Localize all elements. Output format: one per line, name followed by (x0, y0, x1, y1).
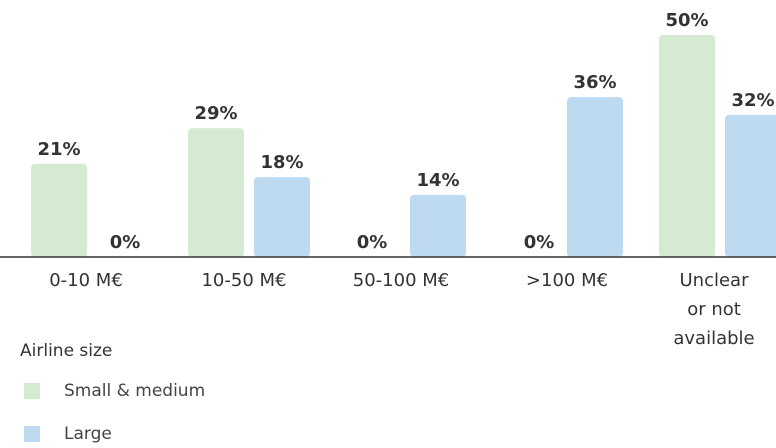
category-label: >100 M€ (526, 270, 608, 291)
bar-small-medium-unclear-or-not-available (659, 35, 715, 257)
bar-large-50-100-m (410, 194, 466, 257)
category-labels-group: 0-10 M€ 10-50 M€ 50-100 M€ >100 M€ Unclear or… (49, 270, 754, 349)
bar-large-unclear-or-not-available (725, 114, 776, 257)
value-label-small-medium-unclear-or-not-available: 50% (665, 10, 708, 31)
legend-label-small-medium: Small & medium (64, 381, 206, 401)
category-label: 0-10 M€ (49, 270, 123, 291)
legend-item-small-medium: Small & medium (24, 381, 205, 401)
value-label-small-medium-0-10-m: 21% (37, 139, 80, 160)
bar-small-medium-0-10-m (31, 163, 87, 257)
value-labels-group: 21% 29% 0% 0% 50% 0% 18% 14% 36% 32% (37, 10, 774, 253)
category-label: 50-100 M€ (353, 270, 449, 291)
value-label-large-unclear-or-not-available: 32% (731, 90, 774, 111)
value-label-small-medium-100-m: 0% (524, 232, 555, 253)
bar-large-100-m (567, 97, 623, 257)
bar-large-10-50-m (254, 177, 310, 257)
value-label-large-50-100-m: 14% (416, 170, 459, 191)
category-label: 10-50 M€ (201, 270, 286, 291)
legend-label-large: Large (64, 424, 112, 444)
value-label-large-10-50-m: 18% (260, 152, 303, 173)
legend-item-large: Large (24, 424, 112, 444)
value-label-small-medium-50-100-m: 0% (357, 232, 388, 253)
bar-small-medium-10-50-m (188, 128, 244, 257)
value-label-large-0-10-m: 0% (110, 232, 141, 253)
bars-group (31, 35, 776, 257)
legend-title: Airline size (20, 341, 113, 361)
value-label-large-100-m: 36% (573, 72, 616, 93)
category-label: Unclear or not available (673, 270, 754, 349)
value-label-small-medium-10-50-m: 29% (194, 103, 237, 124)
legend-swatch-small-medium (24, 383, 40, 399)
legend-swatch-large (24, 426, 40, 442)
